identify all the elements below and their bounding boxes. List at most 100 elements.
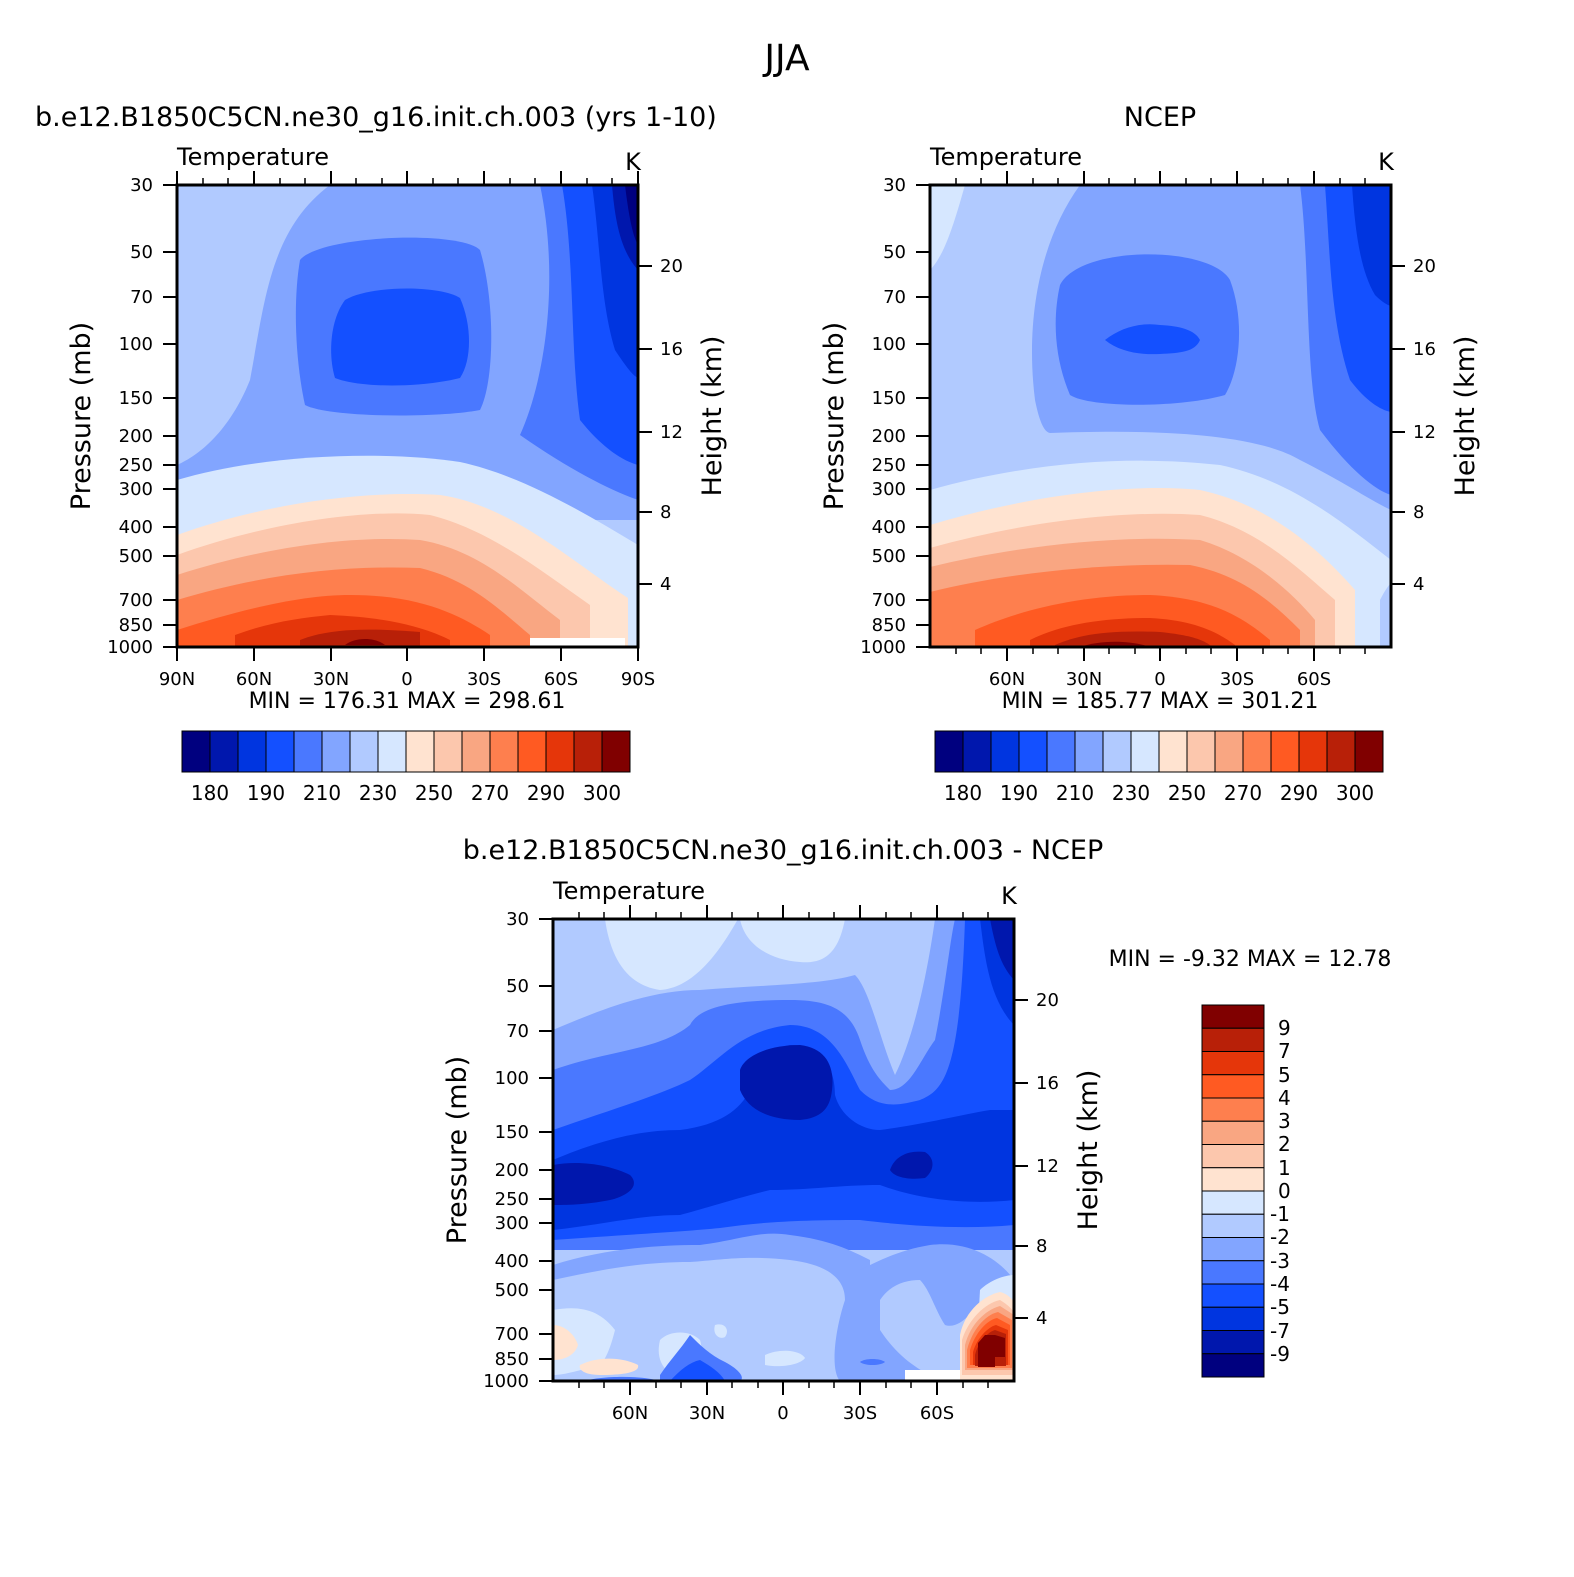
pressure-tick-label: 150 bbox=[872, 388, 906, 409]
colorbar-label: 210 bbox=[1056, 781, 1094, 805]
colorbar-cell bbox=[1201, 1330, 1265, 1355]
height-tick-labels: 20 16 12 8 4 bbox=[1036, 990, 1059, 1329]
contour-fill bbox=[345, 639, 385, 645]
contour-fill bbox=[625, 185, 638, 245]
pressure-tick-label: 300 bbox=[872, 479, 906, 500]
missing-data-region bbox=[905, 1370, 960, 1381]
colorbar-cell bbox=[1201, 1167, 1265, 1192]
panel-obs-case-title: NCEP bbox=[1124, 102, 1196, 133]
panel-obs: NCEP Temperature K bbox=[819, 102, 1481, 805]
colorbar-cell bbox=[1130, 730, 1160, 773]
height-tick-label: 20 bbox=[1413, 256, 1436, 277]
x-axis-ticks bbox=[176, 171, 639, 661]
y-axis-right-label: Height (km) bbox=[1073, 1070, 1104, 1231]
height-tick-label: 12 bbox=[1036, 1156, 1059, 1177]
contour-fill bbox=[331, 288, 469, 386]
height-tick-label: 4 bbox=[660, 574, 671, 595]
height-tick-label: 16 bbox=[1036, 1073, 1059, 1094]
panel-model-contours bbox=[177, 185, 638, 647]
height-tick-labels: 20 16 12 8 4 bbox=[1413, 256, 1436, 595]
y-axis-right-label: Height (km) bbox=[1450, 336, 1481, 497]
height-tick-label: 4 bbox=[1413, 574, 1424, 595]
pressure-tick-label: 30 bbox=[506, 909, 529, 930]
contour-fill bbox=[553, 1045, 1014, 1230]
colorbar-label: -9 bbox=[1270, 1342, 1290, 1366]
x-axis-minor-ticks bbox=[202, 178, 613, 185]
pressure-tick-label: 50 bbox=[130, 242, 153, 263]
x-tick-label: 0 bbox=[1154, 669, 1165, 690]
colorbar-label: 290 bbox=[527, 781, 565, 805]
pressure-tick-label: 250 bbox=[495, 1189, 529, 1210]
pressure-tick-label: 400 bbox=[119, 517, 153, 538]
colorbar-label: 3 bbox=[1278, 1109, 1291, 1133]
colorbar-label: 1 bbox=[1278, 1156, 1291, 1180]
panel-model-variable: Temperature bbox=[176, 143, 329, 171]
x-tick-label: 0 bbox=[777, 1403, 788, 1424]
colorbar-label: 250 bbox=[415, 781, 453, 805]
x-tick-label: 30S bbox=[843, 1403, 877, 1424]
colorbar-label: 210 bbox=[303, 781, 341, 805]
height-tick-label: 8 bbox=[1413, 502, 1424, 523]
x-tick-label: 60S bbox=[1297, 669, 1331, 690]
colorbar-cell bbox=[1186, 730, 1216, 773]
colorbar-label: 2 bbox=[1278, 1132, 1291, 1156]
y-axis-label: Pressure (mb) bbox=[66, 322, 97, 510]
pressure-tick-labels: 30 50 70 100 150 200 250 300 400 500 700… bbox=[107, 175, 153, 658]
pressure-tick-label: 700 bbox=[119, 590, 153, 611]
colorbar-cell bbox=[601, 730, 631, 773]
pressure-tick-label: 100 bbox=[495, 1068, 529, 1089]
panel-obs-contours bbox=[930, 185, 1391, 647]
pressure-tick-label: 50 bbox=[506, 976, 529, 997]
pressure-tick-label: 150 bbox=[495, 1122, 529, 1143]
contour-fill bbox=[860, 1359, 885, 1365]
pressure-ticks bbox=[539, 918, 553, 1382]
contour-fill bbox=[740, 919, 845, 963]
colorbar-cell bbox=[293, 730, 323, 773]
contour-fill bbox=[553, 1325, 578, 1360]
x-tick-label: 60N bbox=[236, 669, 272, 690]
y-axis-label: Pressure (mb) bbox=[819, 322, 850, 510]
colorbar-cell bbox=[265, 730, 295, 773]
colorbar-label: -4 bbox=[1270, 1272, 1290, 1296]
colorbar-cell bbox=[1201, 1213, 1265, 1238]
height-tick-label: 8 bbox=[1036, 1236, 1047, 1257]
colorbar-cell bbox=[517, 730, 547, 773]
pressure-tick-label: 500 bbox=[495, 1280, 529, 1301]
figure-title: JJA bbox=[762, 38, 810, 79]
pressure-tick-label: 1000 bbox=[107, 637, 153, 658]
pressure-tick-label: 70 bbox=[506, 1021, 529, 1042]
pressure-tick-label: 30 bbox=[130, 175, 153, 196]
pressure-tick-label: 1000 bbox=[483, 1371, 529, 1392]
missing-data-region bbox=[530, 638, 625, 647]
colorbar-cell bbox=[1201, 1260, 1265, 1285]
colorbar-label: 7 bbox=[1278, 1039, 1291, 1063]
pressure-tick-label: 1000 bbox=[860, 637, 906, 658]
contour-fill bbox=[1055, 631, 1212, 647]
colorbar-label: 230 bbox=[359, 781, 397, 805]
colorbar-cell bbox=[1354, 730, 1384, 773]
colorbar-label: 230 bbox=[1112, 781, 1150, 805]
x-axis-ticks bbox=[1006, 171, 1315, 661]
pressure-tick-label: 250 bbox=[119, 455, 153, 476]
pressure-tick-label: 500 bbox=[119, 546, 153, 567]
height-tick-label: 20 bbox=[1036, 990, 1059, 1011]
panel-obs-units: K bbox=[1378, 148, 1395, 176]
colorbar-label: 300 bbox=[583, 781, 621, 805]
pressure-tick-label: 70 bbox=[883, 287, 906, 308]
contour-fill bbox=[1352, 185, 1391, 306]
colorbar-label: 180 bbox=[191, 781, 229, 805]
contour-fill bbox=[670, 1360, 725, 1381]
panel-model-units: K bbox=[625, 148, 642, 176]
colorbar-label: 4 bbox=[1278, 1086, 1291, 1110]
x-tick-label: 60N bbox=[989, 669, 1025, 690]
height-tick-label: 16 bbox=[1413, 339, 1436, 360]
height-tick-label: 16 bbox=[660, 339, 683, 360]
colorbar-cell bbox=[433, 730, 463, 773]
x-tick-label: 30N bbox=[313, 669, 349, 690]
colorbar-cell bbox=[1201, 1306, 1265, 1331]
colorbar-cell bbox=[1074, 730, 1104, 773]
contour-fill bbox=[660, 1335, 742, 1381]
contour-fill bbox=[890, 1151, 933, 1179]
pressure-tick-labels: 30 50 70 100 150 200 250 300 400 500 700… bbox=[483, 909, 529, 1392]
